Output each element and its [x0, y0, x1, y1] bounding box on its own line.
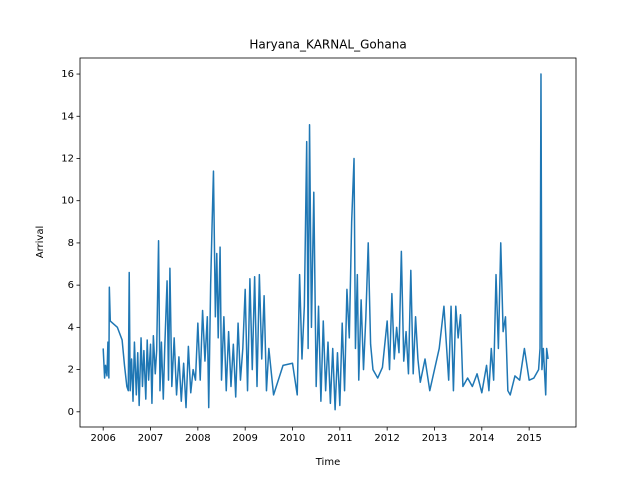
y-axis-label: Arrival [35, 226, 46, 259]
x-tick-label: 2006 [90, 433, 115, 444]
x-axis-label: Time [315, 457, 340, 468]
y-tick-label: 16 [61, 69, 74, 80]
x-tick-label: 2012 [374, 433, 399, 444]
y-tick-label: 10 [61, 196, 74, 207]
y-tick-label: 12 [61, 153, 74, 164]
x-tick-label: 2013 [422, 433, 447, 444]
x-tick-label: 2015 [516, 433, 541, 444]
y-tick-label: 2 [68, 365, 74, 376]
y-tick-label: 6 [68, 280, 74, 291]
chart-title: Haryana_KARNAL_Gohana [249, 38, 406, 52]
x-tick-label: 2008 [185, 433, 210, 444]
y-tick-label: 0 [68, 407, 74, 418]
y-tick-label: 8 [68, 238, 74, 249]
plot-frame [79, 57, 577, 428]
y-tick-label: 14 [61, 111, 74, 122]
x-tick-label: 2007 [138, 433, 163, 444]
x-tick-label: 2014 [469, 433, 494, 444]
data-line [102, 73, 549, 411]
y-tick-label: 4 [68, 322, 74, 333]
x-tick-label: 2011 [327, 433, 352, 444]
x-tick-label: 2009 [232, 433, 257, 444]
x-tick-label: 2010 [280, 433, 305, 444]
